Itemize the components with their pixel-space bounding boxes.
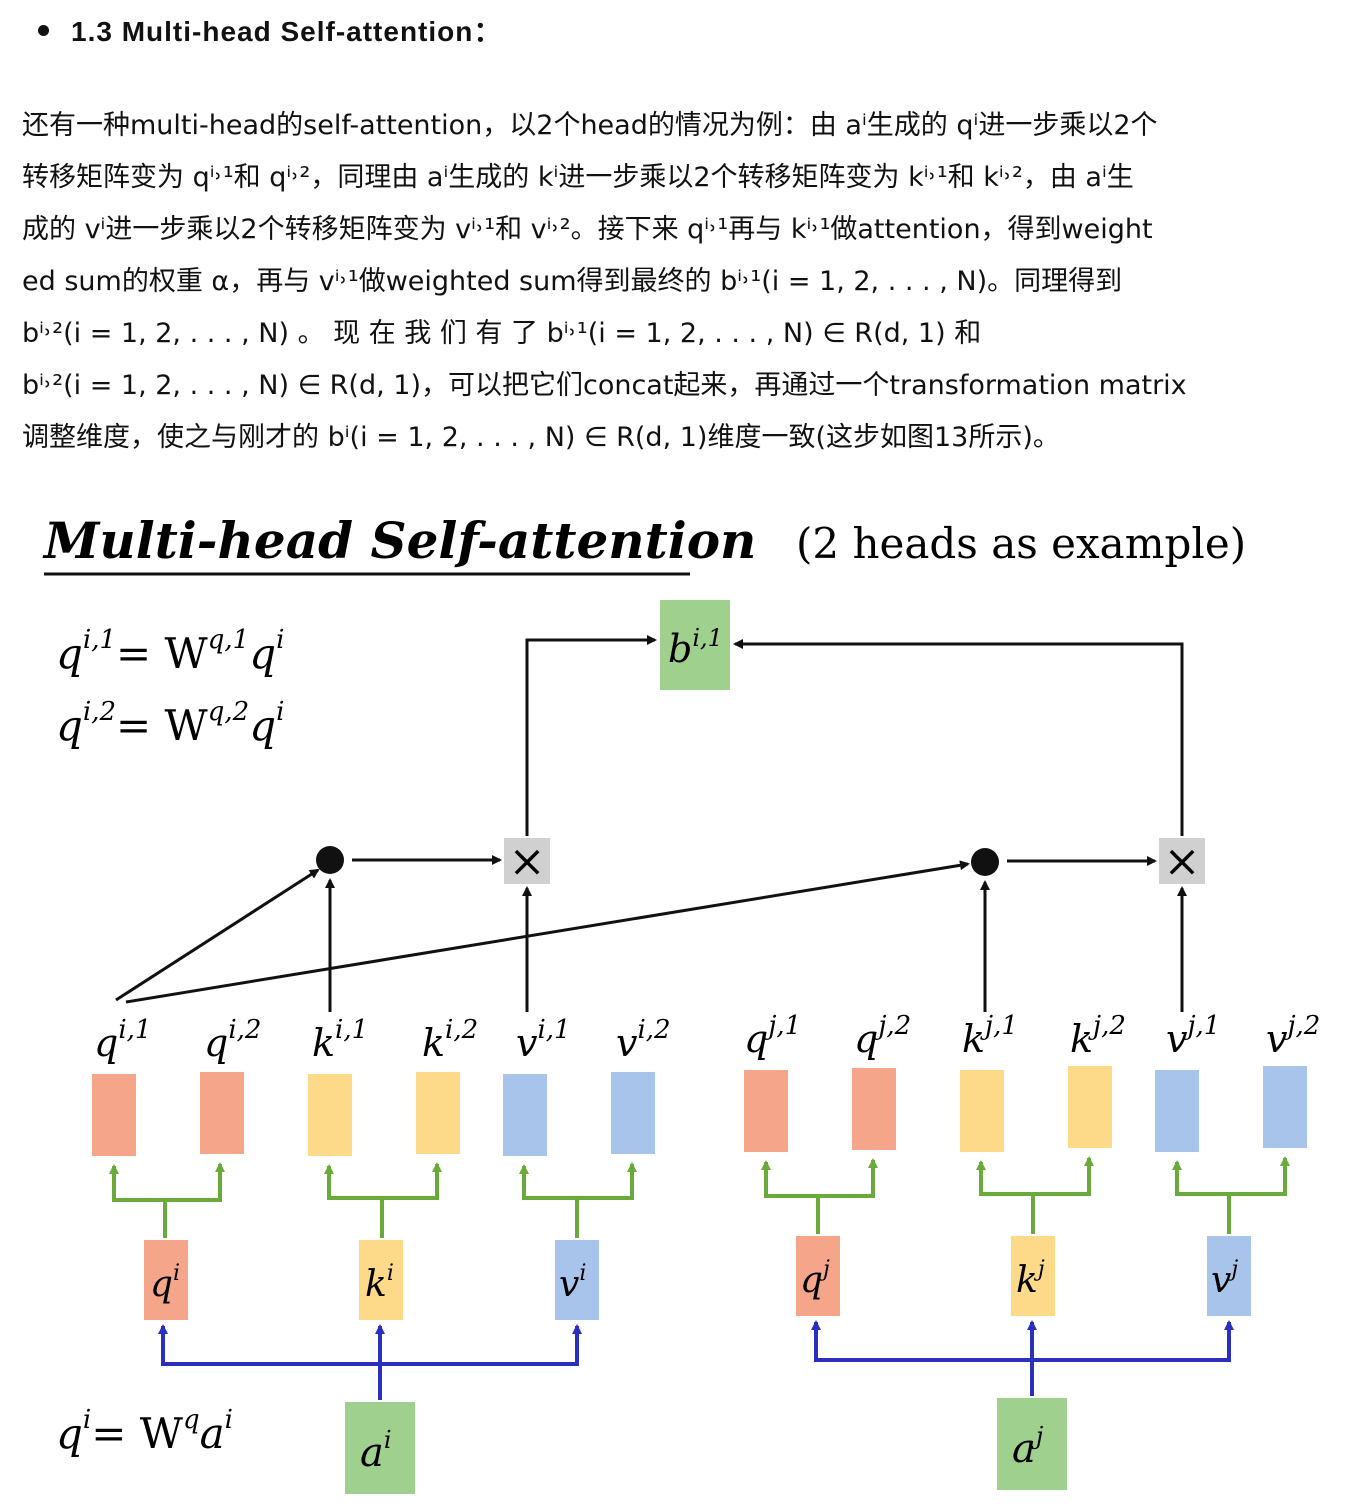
figure-svg: Multi-head Self-attention (2 heads as ex… bbox=[42, 511, 1320, 1494]
vector-box-v-i bbox=[555, 1240, 599, 1320]
label-v-j: vj bbox=[1211, 1257, 1238, 1301]
arrow-qi1-to-dot2 bbox=[125, 860, 970, 1004]
equation-q-i1: qi,1= Wq,1qi bbox=[56, 625, 284, 678]
output-b-i1-box bbox=[660, 600, 730, 690]
vector-box-v-j1 bbox=[1155, 1070, 1199, 1152]
paragraph-line: ed sum的权重 α，再与 vⁱ˒¹做weighted sum得到最终的 bⁱ… bbox=[22, 266, 1123, 297]
label-a-i: ai bbox=[360, 1426, 392, 1476]
label-v-i1: vi,1 bbox=[516, 1015, 571, 1065]
paragraph-line: 调整维度，使之与刚才的 bⁱ(i = 1, 2, . . . , N) ∈ R(… bbox=[22, 422, 1060, 453]
vector-box-k-i1 bbox=[308, 1074, 352, 1156]
vector-box-k-j bbox=[1011, 1236, 1055, 1316]
label-q-i: qi bbox=[150, 1261, 180, 1305]
label-k-i: ki bbox=[365, 1261, 394, 1305]
split-v-j-right bbox=[1229, 1156, 1290, 1196]
label-q-j2: qj,2 bbox=[854, 1011, 911, 1061]
input-a-i-box bbox=[345, 1402, 415, 1494]
split-k-i-left bbox=[324, 1164, 384, 1238]
split-k-i-right bbox=[382, 1162, 442, 1200]
vector-box-k-i2 bbox=[416, 1072, 460, 1154]
split-v-i-left bbox=[519, 1164, 579, 1238]
section-title: 1.3 Multi-head Self-attention： bbox=[71, 16, 503, 47]
vector-box-k-i bbox=[359, 1240, 403, 1320]
paragraph-line: bⁱ˒²(i = 1, 2, . . . , N) 。 现 在 我 们 有 了 … bbox=[22, 318, 982, 349]
label-v-j1: vj,1 bbox=[1166, 1011, 1220, 1061]
multiply-node-1 bbox=[504, 838, 550, 884]
label-v-i: vi bbox=[559, 1261, 586, 1305]
multiply-node-2 bbox=[1159, 838, 1205, 884]
split-v-i-right bbox=[577, 1162, 637, 1200]
vector-box-k-j1 bbox=[960, 1070, 1004, 1152]
split-k-j-left bbox=[976, 1160, 1035, 1234]
label-v-j2: vj,2 bbox=[1266, 1011, 1320, 1061]
vector-box-q-i bbox=[144, 1240, 188, 1320]
output-b-i1-label: bi,1 bbox=[668, 624, 723, 671]
arrow-x1-to-output bbox=[525, 635, 657, 836]
input-a-j-to-q bbox=[811, 1320, 1034, 1396]
label-q-j1: qj,1 bbox=[744, 1011, 801, 1061]
vector-box-v-j bbox=[1207, 1236, 1251, 1316]
split-k-j-right bbox=[1033, 1156, 1094, 1196]
split-q-j-left bbox=[761, 1160, 820, 1234]
vector-box-v-j2 bbox=[1263, 1066, 1307, 1148]
split-q-j-right bbox=[818, 1158, 878, 1198]
paragraph-line: bⁱ˒²(i = 1, 2, . . . , N) ∈ R(d, 1)，可以把它… bbox=[22, 370, 1187, 401]
multi-head-attention-figure: Multi-head Self-attention (2 heads as ex… bbox=[0, 490, 1370, 1506]
arrow-x2-to-output bbox=[733, 639, 1184, 836]
input-a-i-to-q bbox=[158, 1324, 382, 1400]
label-a-j: aj bbox=[1012, 1422, 1044, 1472]
paragraph-line: 还有一种multi-head的self-attention，以2个head的情况… bbox=[22, 110, 1158, 141]
label-q-i1: qi,1 bbox=[94, 1015, 151, 1065]
input-a-j-box bbox=[997, 1398, 1067, 1490]
vector-box-v-i1 bbox=[503, 1074, 547, 1156]
multiply-symbol-2: × bbox=[1164, 836, 1201, 887]
vector-box-q-i2 bbox=[200, 1072, 244, 1154]
label-v-i2: vi,2 bbox=[616, 1015, 671, 1065]
vector-box-q-j1 bbox=[744, 1070, 788, 1152]
section-heading: 1.3 Multi-head Self-attention： bbox=[38, 8, 502, 52]
split-v-j-left bbox=[1172, 1160, 1231, 1234]
split-q-i-left bbox=[109, 1164, 167, 1238]
label-k-i2: ki,2 bbox=[422, 1015, 478, 1065]
label-k-j1: kj,1 bbox=[962, 1011, 1018, 1061]
vector-box-q-i1 bbox=[92, 1074, 136, 1156]
figure-title: Multi-head Self-attention bbox=[42, 511, 756, 570]
label-q-i2: qi,2 bbox=[204, 1015, 261, 1065]
paragraph-line: 成的 vⁱ进一步乘以2个转移矩阵变为 vⁱ˒¹和 vⁱ˒²。接下来 qⁱ˒¹再与… bbox=[22, 214, 1153, 245]
vector-box-q-j bbox=[796, 1236, 840, 1316]
label-q-j: qj bbox=[800, 1257, 830, 1301]
label-k-j2: kj,2 bbox=[1070, 1011, 1126, 1061]
label-k-i1: ki,1 bbox=[312, 1015, 368, 1065]
input-a-j-to-v bbox=[1032, 1320, 1234, 1362]
vector-box-k-j2 bbox=[1068, 1066, 1112, 1148]
arrow-qi1-to-dot1 bbox=[115, 868, 320, 1002]
input-a-i-to-v bbox=[380, 1324, 582, 1366]
bullet-icon bbox=[38, 24, 49, 36]
paragraph-line: 转移矩阵变为 qⁱ˒¹和 qⁱ˒²，同理由 aⁱ生成的 kⁱ进一步乘以2个转移矩… bbox=[22, 162, 1134, 193]
vector-box-v-i2 bbox=[611, 1072, 655, 1154]
split-q-i-right bbox=[165, 1162, 225, 1202]
figure-subtitle: (2 heads as example) bbox=[796, 519, 1246, 568]
dot-product-node-2 bbox=[971, 848, 999, 876]
multiply-symbol-1: × bbox=[509, 836, 546, 887]
body-paragraph: 还有一种multi-head的self-attention，以2个head的情况… bbox=[22, 100, 1344, 464]
equation-q-i: qi= Wqai bbox=[56, 1405, 233, 1458]
label-k-j: kj bbox=[1016, 1257, 1045, 1301]
equation-q-i2: qi,2= Wq,2qi bbox=[56, 697, 284, 750]
dot-product-node-1 bbox=[316, 846, 344, 874]
vector-box-q-j2 bbox=[852, 1068, 896, 1150]
